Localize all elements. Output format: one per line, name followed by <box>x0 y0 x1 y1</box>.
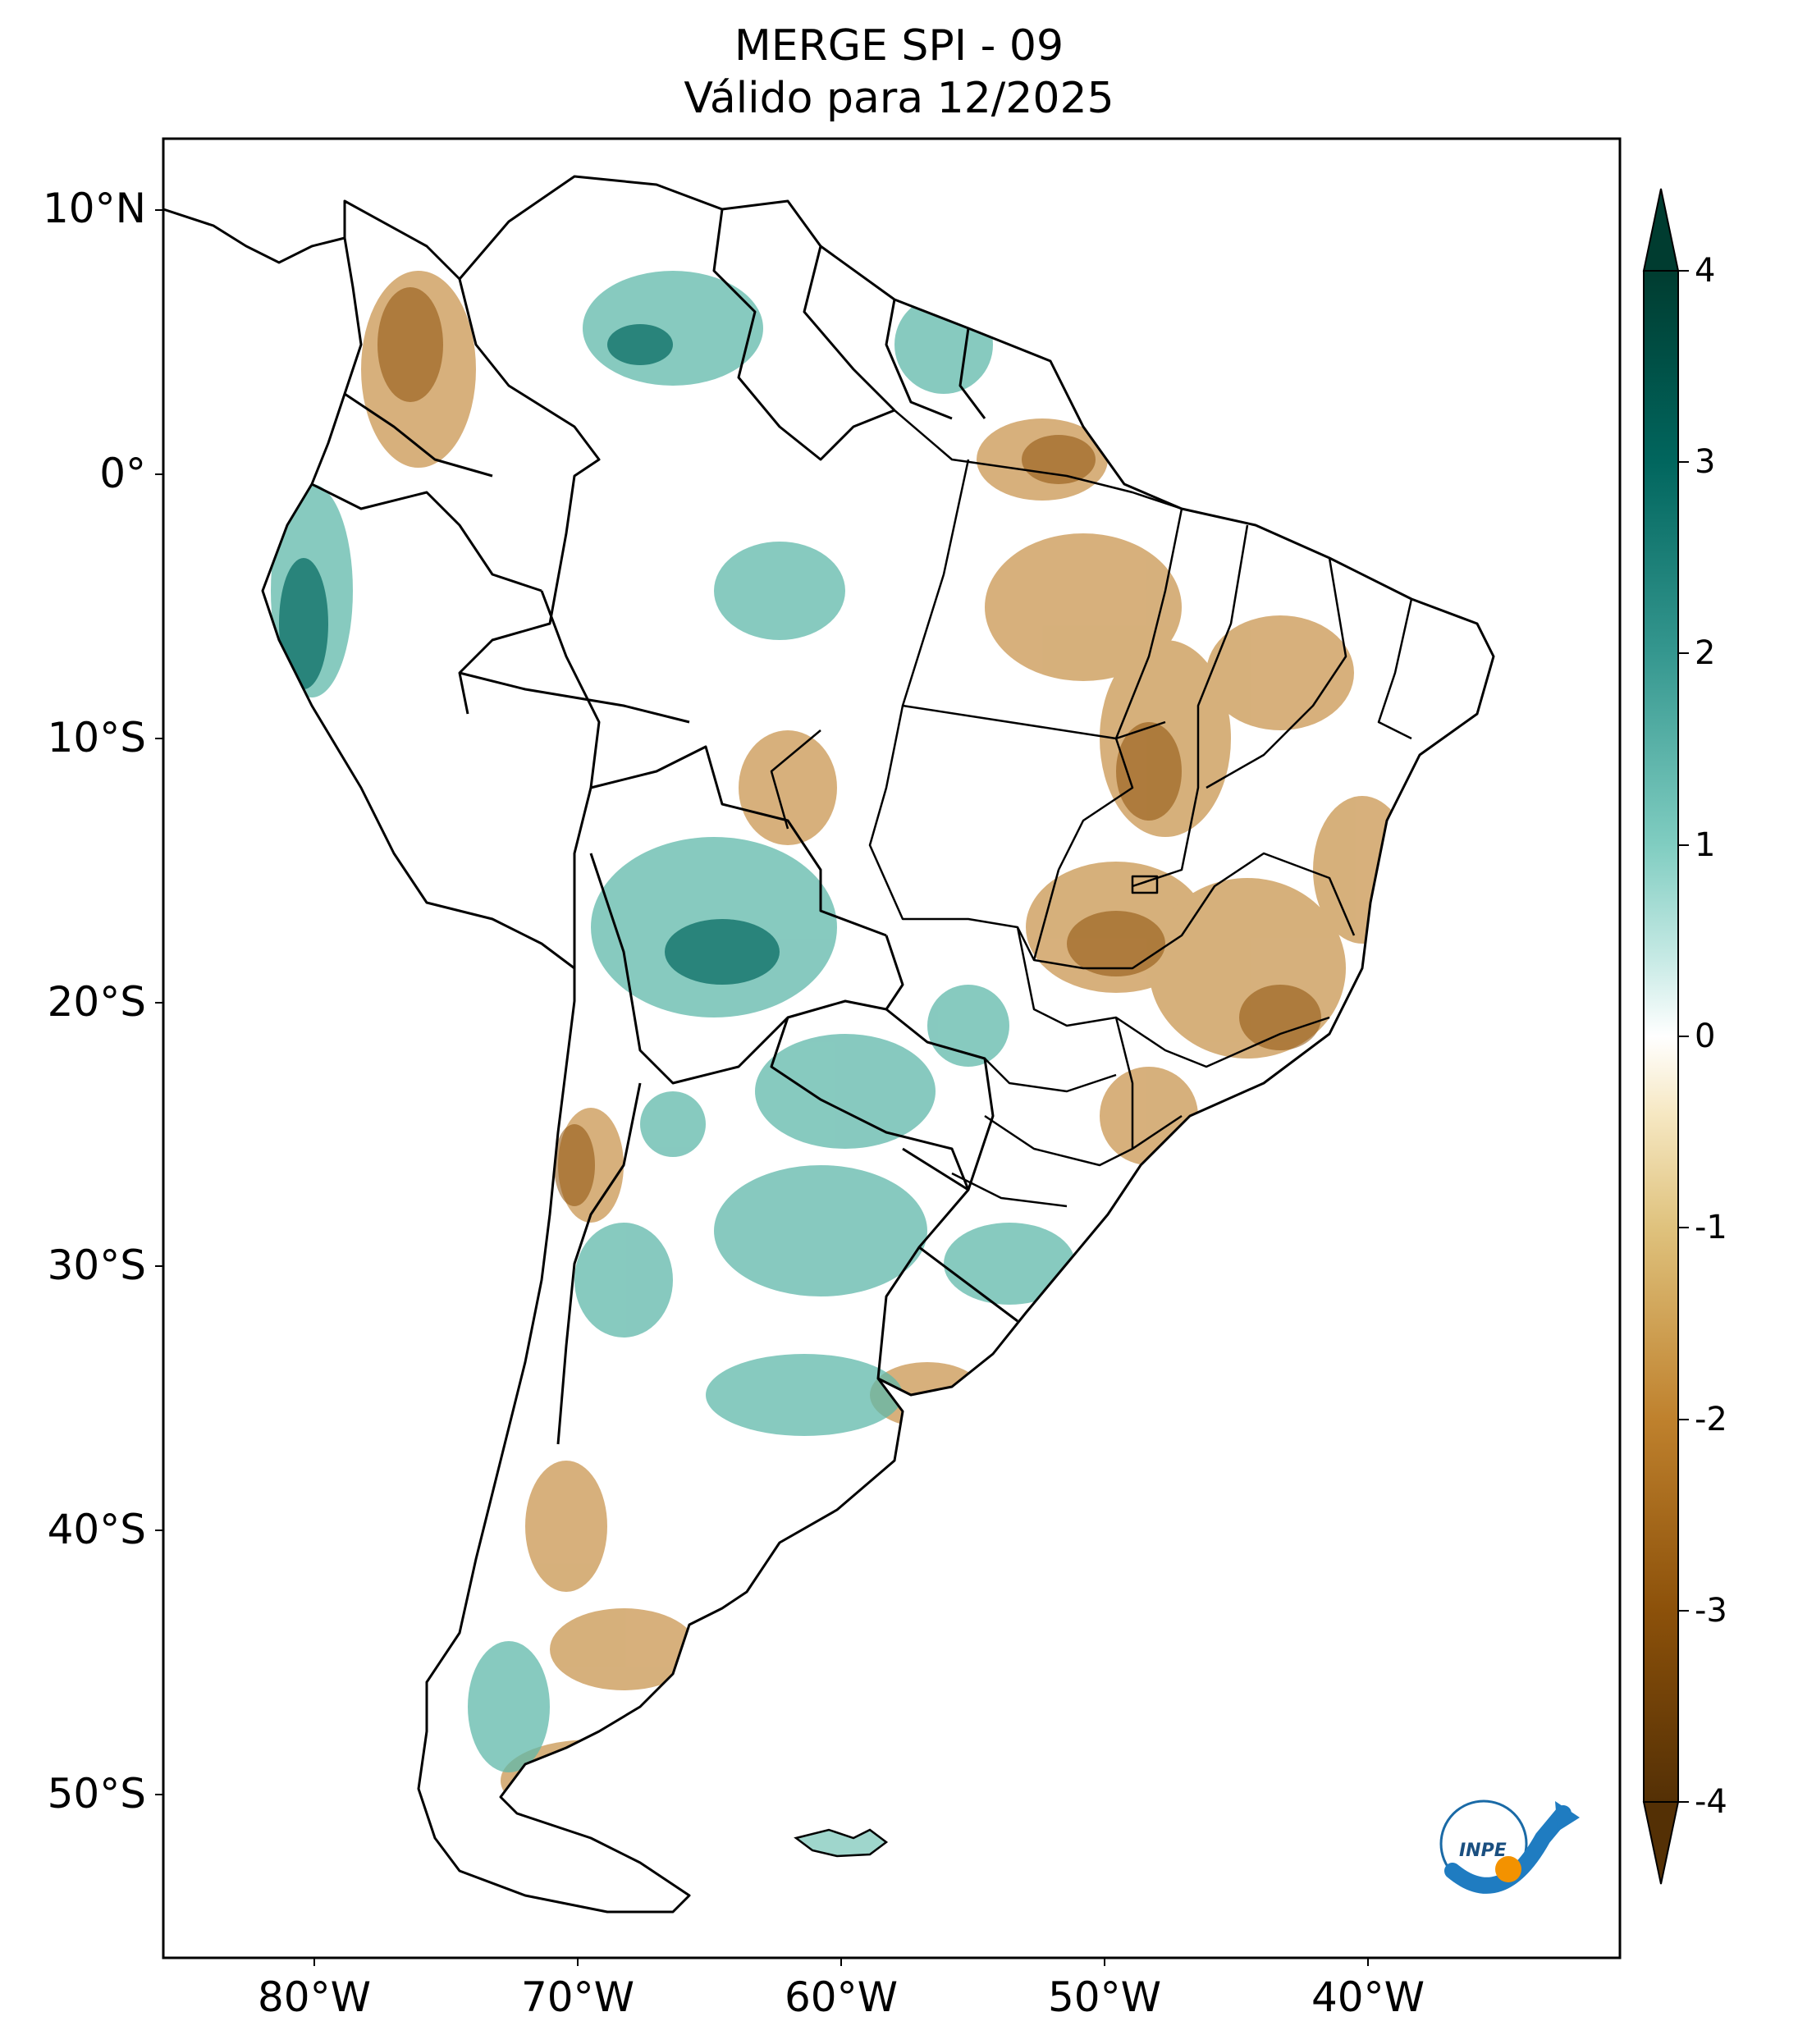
lat-label-10n: 10°N <box>42 185 146 232</box>
colorbar <box>1642 188 1689 1885</box>
lon-label-50w: 50°W <box>1047 1973 1162 2021</box>
lon-label-60w: 60°W <box>784 1973 899 2021</box>
continent-outline <box>261 175 1495 1914</box>
colorbar-label-2: 2 <box>1695 634 1716 672</box>
lat-label-30s: 30°S <box>47 1241 146 1289</box>
colorbar-label-3: 3 <box>1695 443 1716 481</box>
map-title: MERGE SPI - 09 <box>734 21 1064 71</box>
colorbar-label-neg4: -4 <box>1695 1783 1727 1821</box>
colorbar-label-neg2: -2 <box>1695 1401 1727 1438</box>
lat-label-0: 0° <box>99 450 146 497</box>
colorbar-label-neg1: -1 <box>1695 1209 1727 1246</box>
inpe-logo-text: INPE <box>1459 1841 1507 1861</box>
colorbar-label-1: 1 <box>1695 826 1716 864</box>
falkland-islands <box>794 1828 889 1858</box>
colorbar-extend-top <box>1642 188 1680 272</box>
colorbar-extend-bottom <box>1642 1801 1680 1885</box>
lat-label-40s: 40°S <box>47 1506 146 1553</box>
lat-label-10s: 10°S <box>47 714 146 761</box>
colorbar-label-0: 0 <box>1695 1017 1716 1055</box>
inpe-logo: INPE <box>1439 1799 1580 1894</box>
axis-ticks <box>155 209 1369 1966</box>
lon-label-70w: 70°W <box>520 1973 635 2021</box>
colorbar-label-4: 4 <box>1695 252 1716 290</box>
lat-label-50s: 50°S <box>47 1770 146 1818</box>
colorbar-label-neg3: -3 <box>1695 1592 1727 1630</box>
central-america-outline <box>162 208 345 264</box>
state-borders <box>770 409 1413 1208</box>
lon-label-40w: 40°W <box>1311 1973 1425 2021</box>
map-subtitle: Válido para 12/2025 <box>684 74 1114 123</box>
lon-label-80w: 80°W <box>257 1973 372 2021</box>
country-borders <box>311 208 1018 1445</box>
lat-label-20s: 20°S <box>47 978 146 1026</box>
